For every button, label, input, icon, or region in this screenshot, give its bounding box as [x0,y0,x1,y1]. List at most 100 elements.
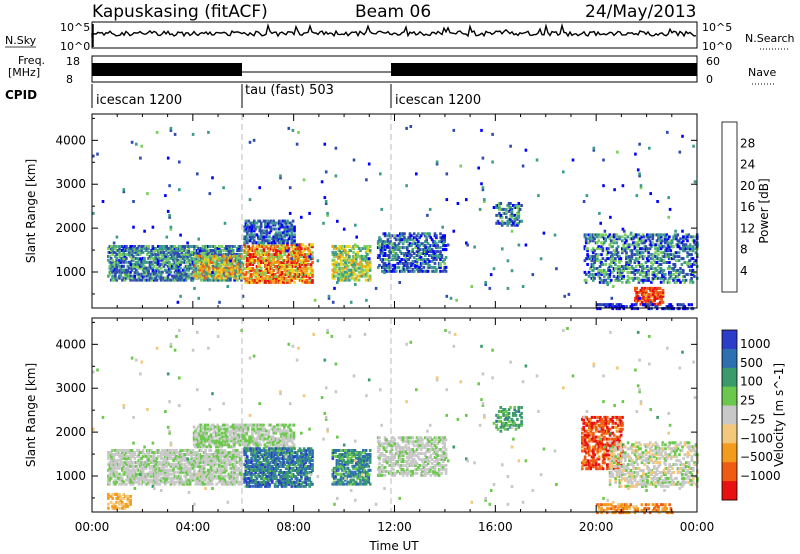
scatter-cell [286,227,289,231]
scatter-cell [331,252,335,256]
scatter-cell [114,449,117,452]
scatter-cell [352,258,355,262]
scatter-cell [616,245,620,249]
scatter-cell [277,267,281,270]
scatter-cell [109,250,113,254]
scatter-cell [147,456,150,460]
scatter-cell [379,258,383,261]
scatter-cell [240,278,243,282]
scatter-cell [251,237,255,241]
scatter-cell [272,280,275,284]
scatter-cell [363,245,366,248]
scatter-cell [640,292,644,296]
scatter-cell [661,307,664,311]
scatter-cell [114,274,117,278]
scatter-cell [616,276,620,280]
scatter-cell [635,303,638,307]
scatter-cell [647,278,650,282]
scatter-cell [137,482,141,486]
scatter-cell [140,278,143,282]
scatter-cell [290,235,293,239]
scatter-cell [298,265,302,268]
scatter-cell [422,244,426,248]
scatter-cell [164,278,167,282]
scatter-cell [220,266,224,270]
scatter-cell [510,213,514,217]
scatter-cell [590,257,594,261]
scatter-cell [223,466,227,470]
scatter-cell [682,249,685,253]
scatter-cell [253,229,256,233]
scatter-cell [286,247,289,251]
scatter-cell [158,470,161,474]
scatter-cell [603,268,606,272]
scatter-cell [177,453,181,456]
scatter-cell [227,482,231,486]
scatter-cell [346,276,350,280]
scatter-cell [644,239,648,243]
scatter-cell [251,227,255,231]
scatter-cell [282,280,285,284]
scatter-cell [152,456,156,460]
scatter-cell [589,272,592,276]
scatter-cell [148,480,152,484]
scatter-cell [690,276,693,280]
scatter-cell [587,237,591,241]
scatter-cell [209,456,213,460]
scatter-cell [265,233,268,237]
scatter-cell [187,249,191,252]
scatter-cell [259,267,263,270]
scatter-cell [598,259,602,263]
scatter-cell [145,456,149,460]
scatter-cell [154,470,157,474]
scatter-cell [665,233,668,237]
scatter-cell [222,464,225,468]
scatter-cell [279,241,282,245]
scatter-cell [286,241,289,245]
scatter-cell [295,243,299,247]
scatter-cell [133,250,137,254]
scatter-cell [596,255,599,259]
scatter-cell [383,232,387,236]
scatter-cell [352,247,355,250]
scatter-cell [217,274,221,278]
scatter-cell [198,449,202,452]
scatter-cell [121,462,124,466]
scatter-cell [647,305,651,309]
scatter-cell [338,252,341,256]
scatter-cell [498,207,501,211]
power-colorbar-tick: 28 [740,136,755,150]
scatter-cell [513,213,516,217]
scatter-cell [119,266,123,270]
scatter-cell [393,244,397,248]
scatter-cell [108,466,112,470]
scatter-cell [166,468,170,472]
scatter-cell [209,472,213,476]
scatter-cell [657,237,660,241]
scatter-cell [231,270,235,274]
scatter-cell [600,270,603,274]
scatter-cell [269,274,273,278]
scatter-cell [273,278,277,282]
scatter-cell [255,270,259,274]
scatter-cell [165,458,168,462]
scatter-cell [168,266,171,270]
scatter-cell [394,244,398,248]
scatter-cell [277,265,281,268]
scatter-cell [213,278,217,282]
scatter-cell [217,276,221,280]
scatter-cell [666,305,670,309]
scatter-cell [625,239,628,243]
scatter-cell [187,245,191,248]
scatter-cell [389,240,392,244]
scatter-cell [635,298,638,302]
scatter-cell [633,259,637,263]
scatter-cell [408,269,412,273]
scatter-cell [293,235,296,239]
scatter-cell [222,249,225,252]
scatter-cell [108,460,112,464]
y-tick-label: 3000 [55,177,86,191]
colorbar-frame [721,121,738,293]
scatter-cell [308,272,311,276]
scatter-cell [651,263,655,266]
